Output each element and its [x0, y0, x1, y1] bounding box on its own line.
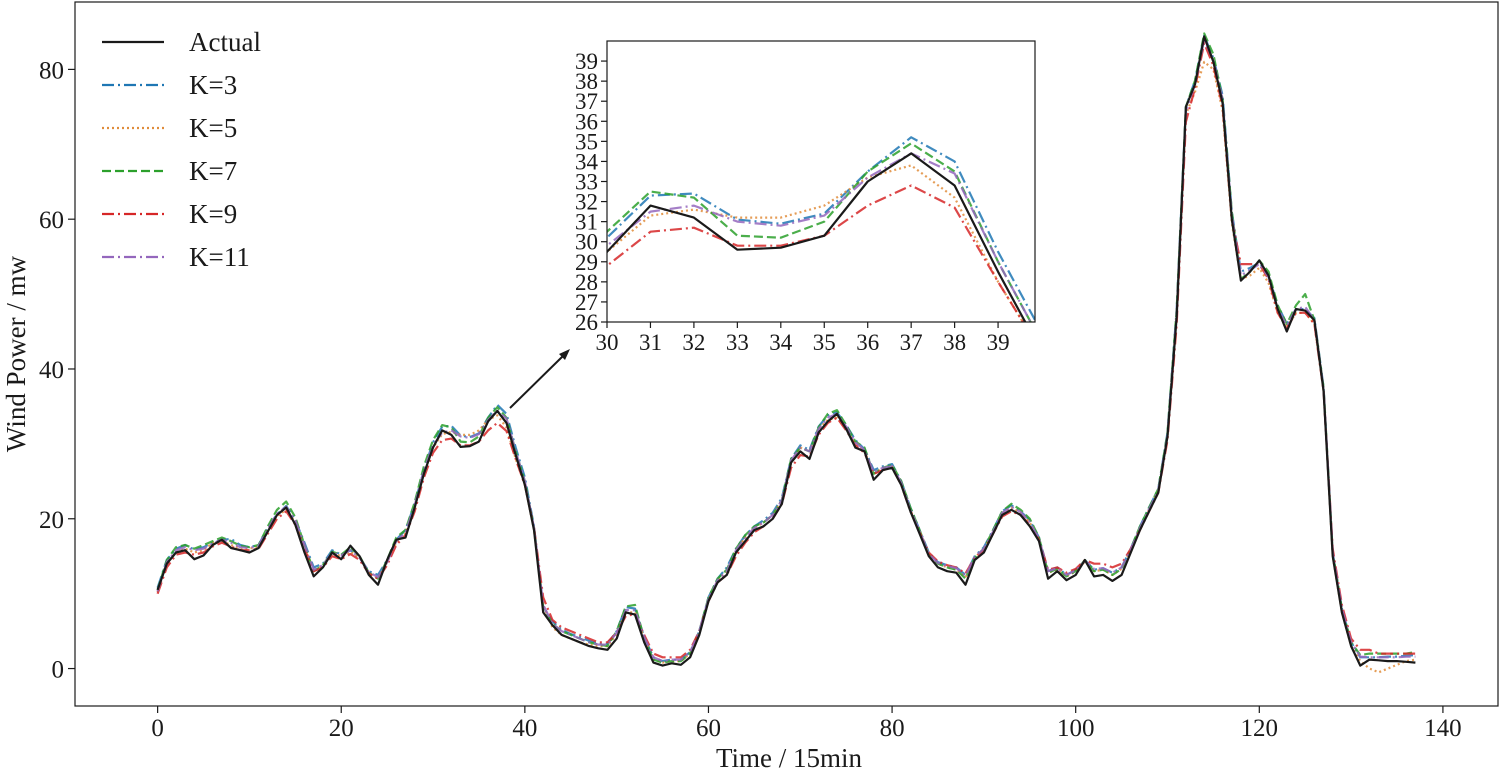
inset-y-tick-label: 29	[575, 250, 598, 275]
legend: Actual K=3 K=5 K=7 K=9 K=11	[102, 27, 261, 272]
inset-x-tick-label: 30	[596, 330, 619, 355]
x-tick-label: 60	[696, 715, 721, 742]
x-tick-label: 120	[1241, 715, 1279, 742]
inset-series-line-k11	[607, 152, 1032, 322]
zoom-arrow-head	[559, 349, 570, 360]
inset-series-line-actual	[607, 152, 1027, 322]
x-axis-label: Time / 15min	[716, 743, 863, 772]
y-axis-label: Wind Power / mw	[1, 255, 31, 452]
inset-y-tick-label: 32	[575, 190, 598, 215]
inset-y-tick-label: 38	[575, 69, 598, 94]
inset-x-tick-label: 31	[639, 330, 662, 355]
inset-x-tick-label: 32	[682, 330, 705, 355]
inset-y-tick-label: 30	[575, 230, 598, 255]
inset-y-tick-label: 35	[575, 129, 598, 154]
series-line-actual	[156, 35, 1416, 667]
legend-label-k7: K=7	[189, 156, 237, 186]
legend-label-k3: K=3	[189, 70, 237, 100]
inset-x-tick-label: 39	[987, 330, 1010, 355]
legend-label-k11: K=11	[189, 242, 250, 272]
inset-x-tick-label: 38	[943, 330, 966, 355]
zoom-arrow-shaft	[509, 355, 564, 409]
inset-y-tick-label: 26	[575, 310, 598, 335]
inset-y-tick-label: 27	[575, 290, 598, 315]
inset-y-tick-label: 39	[575, 49, 598, 74]
inset-x-tick-label: 36	[856, 330, 879, 355]
inset-series-line-k5	[607, 164, 1025, 322]
inset-y-tick-label: 37	[575, 89, 598, 114]
inset-axis-ticks: 30 31 32 33 34 35 36 37 38 3926272829303132333435…	[575, 49, 1010, 355]
inset-y-tick-label: 33	[575, 170, 598, 195]
legend-label-k9: K=9	[189, 199, 237, 229]
x-tick-label: 80	[880, 715, 905, 742]
main-plot-frame	[74, 1, 1499, 707]
inset-background	[607, 41, 1035, 322]
inset-x-tick-label: 34	[769, 330, 793, 355]
main-axis-ticks: 0 20 40 60 80 100 120 140 0 20 40 60 80	[39, 57, 1462, 742]
inset-x-tick-label: 33	[726, 330, 749, 355]
x-tick-label: 20	[329, 715, 354, 742]
y-tick-label: 80	[39, 57, 64, 84]
y-tick-label: 60	[39, 207, 64, 234]
y-tick-label: 40	[39, 357, 64, 384]
legend-label-k5: K=5	[189, 113, 237, 143]
x-tick-label: 0	[151, 715, 164, 742]
y-tick-label: 20	[39, 507, 64, 534]
legend-label-actual: Actual	[189, 27, 261, 57]
inset-series-line-k3	[607, 136, 1035, 322]
x-tick-label: 40	[512, 715, 537, 742]
y-tick-label: 0	[52, 657, 65, 684]
inset-x-tick-label: 35	[813, 330, 836, 355]
inset-y-tick-label: 28	[575, 270, 598, 295]
inset-y-tick-label: 36	[575, 109, 598, 134]
x-tick-label: 100	[1057, 715, 1095, 742]
inset-x-tick-label: 37	[900, 330, 923, 355]
inset-plot-area	[607, 136, 1035, 322]
inset-y-tick-label: 34	[575, 149, 599, 174]
inset-y-tick-label: 31	[575, 210, 598, 235]
x-tick-label: 140	[1424, 715, 1462, 742]
main-plot-area	[156, 32, 1416, 674]
zoom-arrow	[509, 349, 570, 409]
